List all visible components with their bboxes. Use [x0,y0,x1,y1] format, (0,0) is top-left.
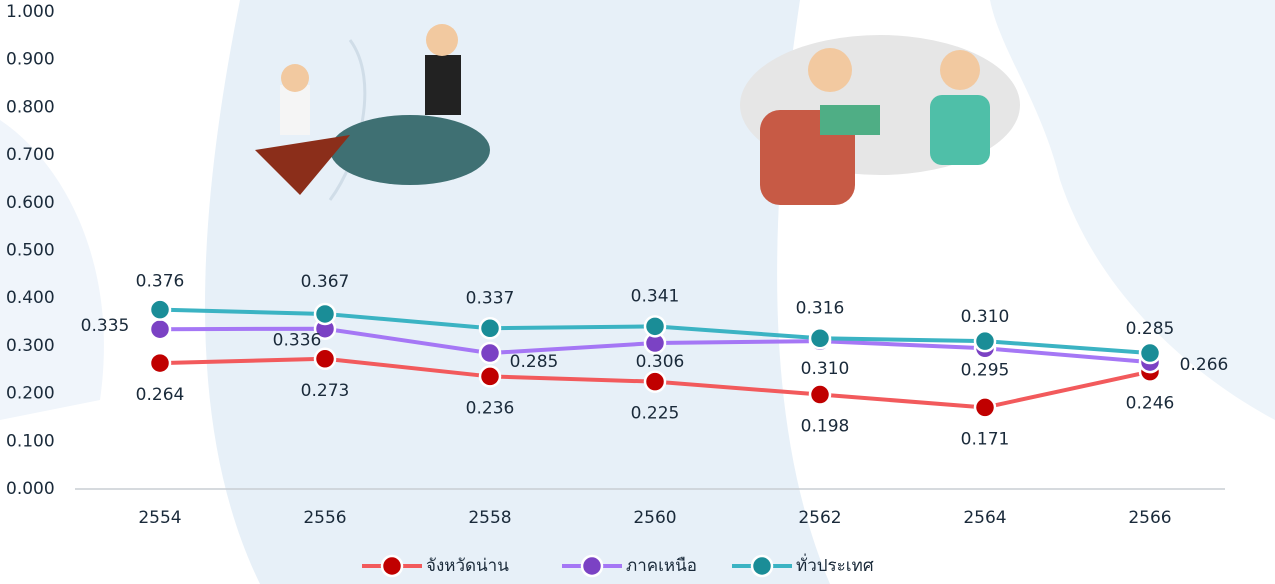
data-label: 0.264 [136,385,185,405]
y-tick-label: 1.000 [6,2,55,22]
point-marker [808,383,832,406]
point-marker [478,317,502,340]
x-tick-label: 2558 [468,508,511,528]
data-label: 0.337 [466,288,515,308]
x-tick-label: 2564 [963,508,1006,528]
data-label: 0.171 [961,429,1010,449]
y-tick-label: 0.600 [6,193,55,213]
y-tick-label: 0.400 [6,288,55,308]
data-label: 0.316 [796,298,845,318]
legend-marker [580,554,604,578]
data-label: 0.310 [801,359,850,379]
y-tick-label: 0.000 [6,479,55,499]
legend-marker [750,554,774,578]
y-tick-label: 0.300 [6,336,55,356]
data-label: 0.236 [466,398,515,418]
legend-label: ภาคเหนือ [626,556,697,576]
data-label: 0.310 [961,307,1010,327]
data-label: 0.225 [631,404,680,424]
x-tick-label: 2562 [798,508,841,528]
illustration-right [740,35,1020,205]
legend-item: จังหวัดน่าน [362,554,509,578]
y-tick-label: 0.700 [6,145,55,165]
y-tick-label: 0.800 [6,97,55,117]
point-marker [808,327,832,350]
data-label: 0.306 [636,352,685,372]
data-label: 0.246 [1126,394,1175,414]
y-tick-label: 0.500 [6,241,55,261]
point-marker [148,351,172,375]
point-marker [973,329,997,353]
data-label: 0.341 [631,286,680,306]
x-tick-label: 2560 [633,508,676,528]
y-tick-label: 0.900 [6,50,55,70]
data-label: 0.376 [136,272,185,292]
legend-label: ทั่วประเทศ [796,553,874,576]
illustration-left [255,24,490,195]
data-label: 0.273 [301,381,350,401]
x-tick-label: 2556 [303,508,346,528]
legend-item: ทั่วประเทศ [732,553,874,578]
point-marker [478,341,502,365]
point-marker [973,396,997,419]
y-tick-label: 0.200 [6,384,55,404]
data-label: 0.295 [961,360,1010,380]
legend-item: ภาคเหนือ [562,554,697,578]
data-label: 0.285 [1126,319,1175,339]
legend-label: จังหวัดน่าน [426,556,509,576]
data-label: 0.335 [81,316,130,336]
data-label: 0.285 [510,352,559,372]
legend-marker [380,554,404,578]
point-marker [643,370,667,393]
x-tick-label: 2554 [138,508,181,528]
point-marker [313,302,337,326]
data-label: 0.367 [301,272,350,292]
point-marker [1138,341,1162,365]
point-marker [313,347,337,371]
data-label: 0.198 [801,417,850,437]
point-marker [148,298,172,321]
data-label: 0.336 [273,331,322,351]
x-tick-label: 2566 [1128,508,1171,528]
point-marker [148,317,172,341]
point-marker [478,365,502,388]
data-label: 0.266 [1180,355,1229,375]
y-tick-label: 0.100 [6,431,55,451]
point-marker [643,315,667,338]
